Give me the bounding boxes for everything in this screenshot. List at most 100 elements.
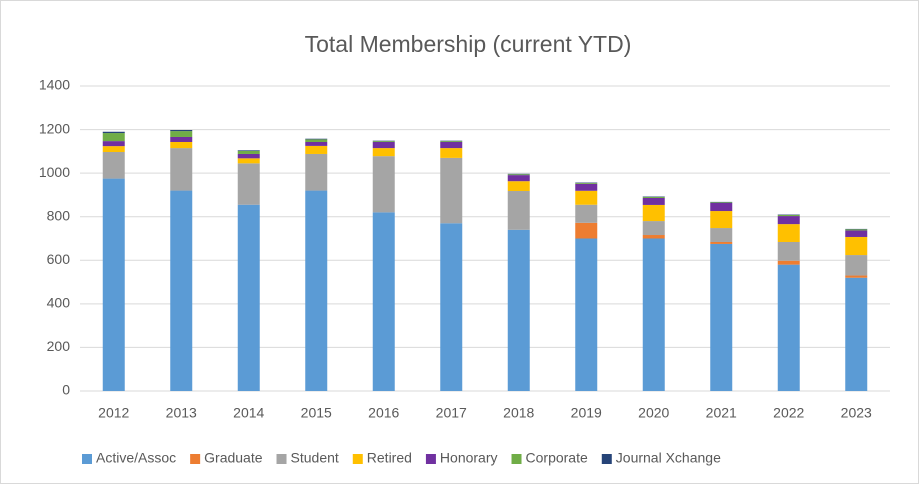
bar-segment	[305, 153, 328, 191]
bar-segment	[710, 241, 733, 244]
x-tick-label: 2015	[301, 405, 332, 421]
bar-segment	[642, 196, 665, 198]
bar-segment	[845, 275, 868, 278]
bar-segment	[170, 190, 193, 391]
legend-swatch	[82, 454, 92, 464]
bar-segment	[372, 212, 395, 391]
x-tick-label: 2023	[841, 405, 872, 421]
chart-title: Total Membership (current YTD)	[305, 31, 632, 57]
x-tick-label: 2019	[571, 405, 602, 421]
bar-segment	[102, 146, 125, 153]
x-tick-label: 2018	[503, 405, 534, 421]
bar-segment	[575, 183, 598, 191]
bar-segment	[102, 152, 125, 179]
bar-segment	[305, 141, 328, 146]
bar-segment	[170, 136, 193, 142]
bar-segment	[305, 190, 328, 391]
x-tick-label: 2012	[98, 405, 129, 421]
bar-segment	[710, 211, 733, 229]
y-tick-label: 1400	[39, 77, 70, 93]
bar-segment	[102, 178, 125, 391]
legend-swatch	[276, 454, 287, 464]
bar-segment	[642, 221, 665, 236]
bar-segment	[575, 222, 598, 239]
x-tick-label: 2020	[638, 405, 669, 421]
bar-segment	[845, 255, 868, 276]
bar-segment	[777, 241, 800, 261]
y-tick-label: 600	[47, 251, 71, 267]
bar-segment	[845, 230, 868, 237]
bar-segment	[102, 133, 125, 142]
bar-segment	[575, 238, 598, 391]
bar-segment	[237, 163, 260, 205]
bar-segment	[777, 224, 800, 242]
bar-segment	[507, 174, 530, 176]
bar-segment	[170, 130, 193, 132]
bar-segment	[102, 141, 125, 147]
bar-segment	[507, 229, 530, 391]
legend-swatch	[601, 454, 612, 464]
bar-segment	[440, 223, 463, 391]
x-tick-label: 2021	[706, 405, 737, 421]
bar-segment	[507, 181, 530, 192]
bar-segment	[305, 139, 328, 142]
bar-segment	[237, 158, 260, 164]
legend-swatch	[352, 454, 363, 464]
x-tick-label: 2014	[233, 405, 264, 421]
bar-segment	[507, 191, 530, 230]
bar-segment	[372, 156, 395, 213]
bar-segment	[710, 243, 733, 391]
bar-segment	[710, 228, 733, 242]
bar-segment	[102, 131, 125, 134]
bar-segment	[845, 236, 868, 256]
x-tick-label: 2022	[773, 405, 804, 421]
bar-segment	[170, 148, 193, 191]
y-tick-label: 400	[47, 295, 71, 311]
y-tick-label: 200	[47, 338, 71, 354]
bar-segment	[440, 141, 463, 142]
bar-segment	[305, 145, 328, 154]
y-tick-label: 1000	[39, 164, 70, 180]
bar-segment	[237, 153, 260, 159]
bar-segment	[575, 182, 598, 184]
bar-segment	[507, 175, 530, 182]
bar-segment	[710, 202, 733, 203]
legend-swatch	[425, 454, 436, 464]
legend-swatch	[511, 454, 522, 464]
x-tick-label: 2013	[166, 405, 197, 421]
legend-label: Corporate	[526, 450, 588, 466]
y-tick-label: 800	[47, 207, 71, 223]
bar-segment	[777, 216, 800, 225]
y-tick-label: 0	[62, 382, 70, 398]
bar-segment	[845, 229, 868, 231]
bar-segment	[440, 141, 463, 149]
legend-label: Retired	[367, 450, 412, 466]
legend-label: Journal Xchange	[616, 450, 721, 466]
bar-segment	[642, 238, 665, 391]
bar-segment	[642, 204, 665, 222]
y-tick-label: 1200	[39, 120, 70, 136]
x-tick-label: 2016	[368, 405, 399, 421]
legend-label: Active/Assoc	[96, 450, 176, 466]
bar-segment	[305, 138, 328, 140]
bar-segment	[237, 150, 260, 151]
bar-segment	[372, 148, 395, 157]
legend-label: Honorary	[440, 450, 498, 466]
bar-segment	[642, 235, 665, 239]
bar-segment	[777, 264, 800, 391]
legend-swatch	[190, 454, 201, 464]
bar-segment	[777, 214, 800, 217]
bar-segment	[170, 141, 193, 149]
legend-label: Student	[291, 450, 339, 466]
bar-segment	[642, 197, 665, 205]
legend-label: Graduate	[204, 450, 263, 466]
bar-segment	[237, 204, 260, 391]
bar-segment	[575, 190, 598, 205]
bar-segment	[710, 202, 733, 212]
x-tick-label: 2017	[436, 405, 467, 421]
bar-segment	[372, 141, 395, 142]
bar-segment	[777, 260, 800, 265]
bar-segment	[170, 131, 193, 137]
bar-segment	[575, 204, 598, 223]
